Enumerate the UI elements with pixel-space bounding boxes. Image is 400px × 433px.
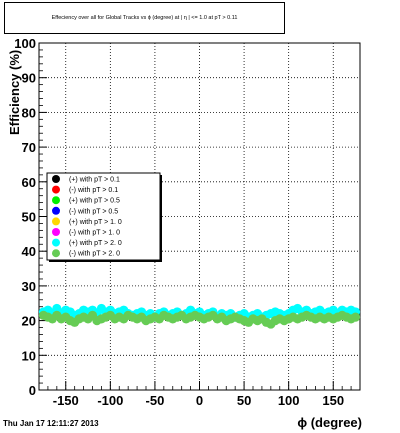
legend-marker — [52, 175, 60, 183]
legend-marker — [52, 196, 60, 205]
legend-entry: (-) with pT > 2. 0 — [69, 251, 120, 258]
x-tick-label: 100 — [278, 393, 300, 408]
y-tick-label: 50 — [22, 210, 36, 225]
y-tick-label: 40 — [22, 244, 36, 259]
x-tick-label: 0 — [196, 393, 203, 408]
legend-entry: (-) with pT > 1. 0 — [69, 230, 120, 237]
legend-marker — [52, 228, 60, 236]
legend-entry: (-) with pT > 0.5 — [69, 208, 118, 215]
grid-lines — [39, 43, 360, 390]
y-tick-label: 20 — [22, 314, 36, 329]
legend-entry: (+) with pT > 1. 0 — [69, 219, 122, 226]
y-tick-label: 80 — [22, 105, 36, 120]
timestamp: Thu Jan 17 12:11:27 2013 — [3, 419, 99, 428]
y-tick-label: 30 — [22, 279, 36, 294]
x-tick-label: -50 — [146, 393, 165, 408]
y-tick-label: 10 — [22, 348, 36, 363]
y-axis-ticks: 0 10 20 30 40 50 60 70 80 90 100 — [14, 36, 47, 398]
legend-entry: (+) with pT > 0.1 — [69, 177, 120, 184]
x-tick-label: -150 — [53, 393, 79, 408]
y-tick-label: 90 — [22, 71, 36, 86]
x-tick-label: 50 — [237, 393, 251, 408]
legend-entry: (+) with pT > 0.5 — [69, 198, 120, 205]
data-point — [350, 312, 361, 322]
x-tick-label: -100 — [97, 393, 123, 408]
legend-marker — [52, 238, 60, 247]
y-tick-label: 60 — [22, 175, 36, 190]
x-axis-label: ϕ (degree) — [297, 415, 362, 430]
legend-box — [46, 172, 161, 261]
data-series — [38, 303, 361, 329]
y-tick-label: 70 — [22, 140, 36, 155]
chart-title-box: Effeciency over all for Global Tracks vs… — [4, 2, 285, 34]
chart-title: Effeciency over all for Global Tracks vs… — [51, 15, 238, 21]
y-axis-label: Efficiency (%) — [7, 50, 22, 135]
series-7 — [38, 310, 361, 329]
legend-marker — [52, 217, 60, 226]
x-tick-label: 150 — [322, 393, 344, 408]
legend-marker — [52, 185, 60, 194]
legend: (+) with pT > 0.1 (-) with pT > 0.1 (+) wi… — [46, 172, 162, 262]
y-tick-label: 0 — [29, 383, 36, 398]
legend-marker — [52, 206, 60, 215]
x-axis-ticks: -150 -100 -50 0 50 100 150 — [47, 381, 352, 408]
legend-marker — [52, 249, 60, 258]
y-tick-label: 100 — [14, 36, 36, 51]
legend-entry: (+) with pT > 2. 0 — [69, 240, 122, 247]
legend-entry: (-) with pT > 0.1 — [69, 187, 118, 194]
